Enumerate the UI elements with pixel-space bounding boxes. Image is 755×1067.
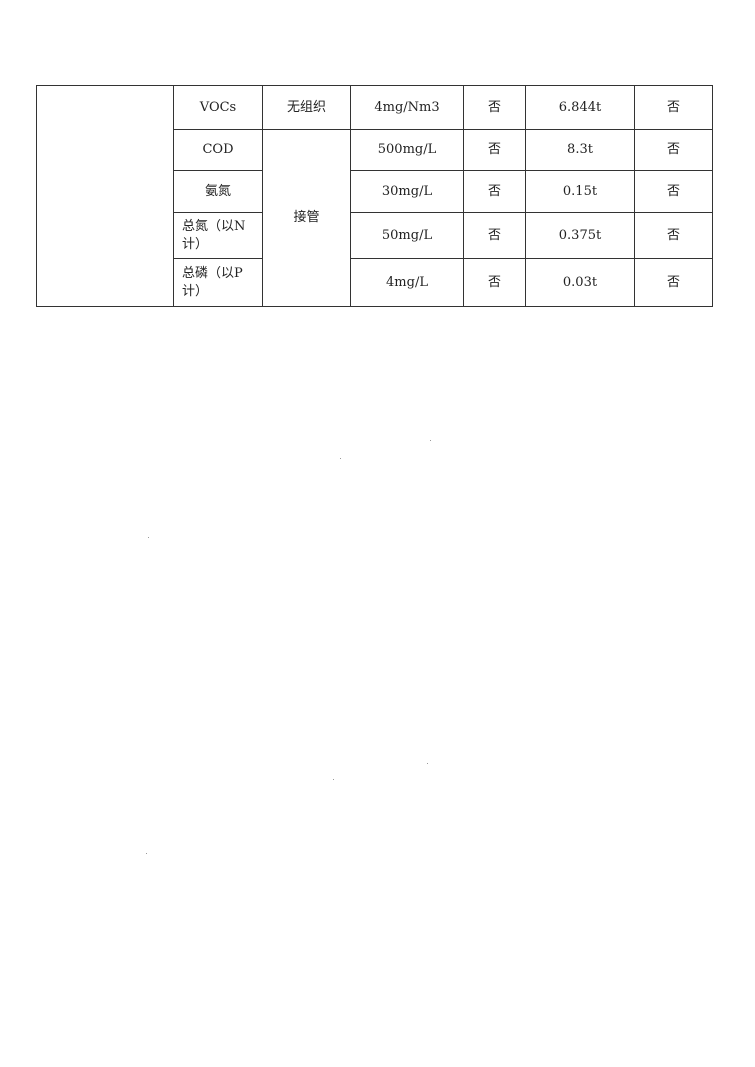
exceed-cell: 否 (463, 258, 526, 307)
exceed-cell: 否 (463, 212, 526, 259)
exceed-cell: 否 (463, 85, 526, 130)
scan-speck (430, 440, 431, 441)
scan-speck (333, 779, 334, 780)
emissions-table: VOCs 无组织 4mg/Nm3 否 6.844t 否 COD 接管 500mg… (36, 85, 713, 307)
amount-cell: 8.3t (525, 129, 635, 171)
amount-cell: 0.03t (525, 258, 635, 307)
exceed-cell: 否 (463, 129, 526, 171)
amount-cell: 0.15t (525, 170, 635, 213)
pollutant-cell: VOCs (173, 85, 263, 130)
standard-cell: 4mg/Nm3 (350, 85, 464, 130)
pollutant-cell: COD (173, 129, 263, 171)
pollutant-cell: 总磷（以P计） (173, 258, 263, 307)
exceed-cell: 否 (463, 170, 526, 213)
table-row: 总磷（以P计） 4mg/L 否 0.03t 否 (37, 258, 713, 307)
table-row: VOCs 无组织 4mg/Nm3 否 6.844t 否 (36, 85, 713, 307)
amount-cell: 0.375t (525, 212, 635, 259)
over-total-cell: 否 (634, 170, 713, 213)
standard-cell: 30mg/L (350, 170, 464, 213)
pollutant-cell: 氨氮 (173, 170, 263, 213)
over-total-cell: 否 (634, 212, 713, 259)
scan-speck (148, 537, 149, 538)
scan-speck (340, 458, 341, 459)
amount-cell: 6.844t (525, 85, 635, 130)
over-total-cell: 否 (634, 258, 713, 307)
standard-cell: 500mg/L (350, 129, 464, 171)
over-total-cell: 否 (634, 129, 713, 171)
standard-cell: 4mg/L (350, 258, 464, 307)
standard-cell: 50mg/L (350, 212, 464, 259)
over-total-cell: 否 (634, 85, 713, 130)
table-row: COD 接管 500mg/L 否 8.3t 否 (37, 129, 713, 307)
scan-speck (146, 853, 147, 854)
pollutant-cell: 总氮（以N计） (173, 212, 263, 259)
method-cell: 无组织 (262, 85, 351, 130)
table-row: 氨氮 30mg/L 否 0.15t 否 (37, 170, 713, 213)
scan-speck (427, 763, 428, 764)
merged-empty-cell (36, 85, 174, 307)
method-cell: 接管 (262, 129, 351, 307)
